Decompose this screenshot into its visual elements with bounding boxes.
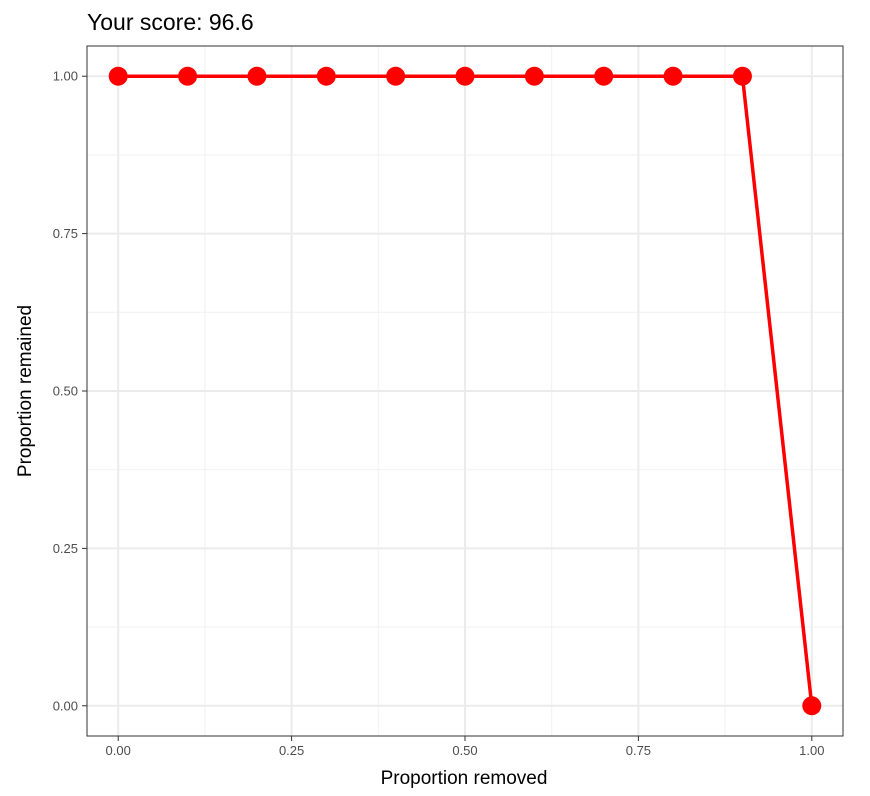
data-point <box>594 66 614 86</box>
y-tick-label: 1.00 <box>53 69 78 84</box>
x-tick-label: 0.50 <box>452 743 477 758</box>
data-point <box>386 66 406 86</box>
x-axis-title: Proportion removed <box>381 768 548 789</box>
data-point <box>455 66 475 86</box>
grid-lines <box>87 46 843 736</box>
x-tick-label: 1.00 <box>799 743 824 758</box>
data-series <box>108 66 822 716</box>
y-tick-label: 0.50 <box>53 384 78 399</box>
y-tick-label: 0.00 <box>53 698 78 713</box>
y-tick-label: 0.25 <box>53 541 78 556</box>
data-point <box>802 696 822 716</box>
data-point <box>732 66 752 86</box>
x-tick-label: 0.75 <box>626 743 651 758</box>
axes: 0.00 0.25 0.50 0.75 1.00 0.00 0.25 0.50 0.75 1.00 <box>53 45 844 758</box>
data-point <box>178 66 198 86</box>
data-point <box>316 66 336 86</box>
data-point <box>663 66 683 86</box>
x-tick-label: 0.00 <box>106 743 131 758</box>
x-tick-label: 0.25 <box>279 743 304 758</box>
y-axis-title: Proportion remained <box>15 305 36 477</box>
y-tick-label: 0.75 <box>53 226 78 241</box>
data-point <box>524 66 544 86</box>
data-point <box>247 66 267 86</box>
chart-title: Your score: 96.6 <box>87 9 254 35</box>
data-point <box>108 66 128 86</box>
